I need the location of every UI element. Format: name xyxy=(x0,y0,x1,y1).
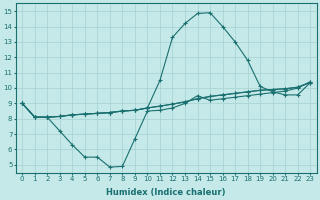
X-axis label: Humidex (Indice chaleur): Humidex (Indice chaleur) xyxy=(107,188,226,197)
